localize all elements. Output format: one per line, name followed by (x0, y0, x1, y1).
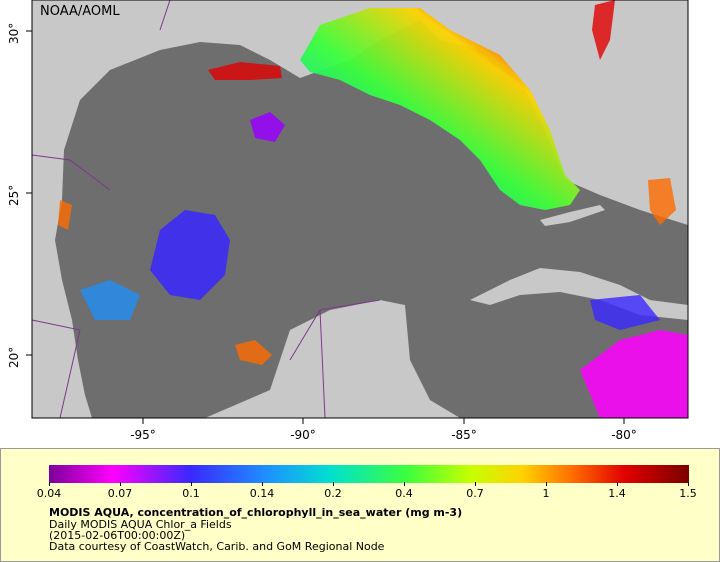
state-boundary (319, 309, 326, 418)
colorbar-tick-label: 0.07 (107, 487, 133, 500)
lat-ticks (26, 30, 32, 356)
lon-label: -90° (290, 428, 316, 442)
colorbar-tick-label: 0.7 (466, 487, 484, 500)
coastal-chlorophyll (300, 8, 580, 210)
data-credit: Data courtesy of CoastWatch, Carib. and … (49, 540, 385, 553)
western-bloom (80, 280, 140, 320)
east-coast-patch (592, 0, 615, 60)
campeche-bloom (150, 210, 230, 300)
variable-title: MODIS AQUA, concentration_of_chlorophyll… (49, 506, 463, 519)
colorbar-tick-label: 0.04 (36, 487, 62, 500)
state-boundary (32, 319, 81, 418)
product-date: (2015-02-06T00:00:00Z) (49, 529, 186, 542)
map-frame (31, 0, 689, 419)
state-boundary (32, 154, 111, 191)
lon-label: -80° (611, 428, 637, 442)
colorbar-tick (191, 482, 192, 486)
lon-label: -85° (451, 428, 477, 442)
product-name: Daily MODIS AQUA Chlor_a Fields (49, 518, 232, 531)
lat-label: 20° (7, 346, 21, 368)
colorbar-tick-label: 0.14 (249, 487, 275, 500)
lat-label: 25° (7, 184, 21, 206)
colorbar-tick (546, 482, 547, 486)
mexico-coast-patch (58, 200, 72, 230)
colorbar-tick (333, 482, 334, 486)
colorbar-tick-label: 1.4 (608, 487, 626, 500)
colorbar-tick (688, 482, 689, 486)
colorbar-tick-label: 0.2 (324, 487, 342, 500)
gulf-of-mexico-map (26, 0, 689, 424)
caribbean-bloom (580, 330, 688, 418)
caribbean-blue (590, 295, 660, 330)
colorbar-tick-label: 1.5 (679, 487, 697, 500)
colorbar-tick (49, 482, 50, 486)
colorbar-tick-label: 1 (542, 487, 550, 500)
yucatan-coast-patch (235, 340, 272, 365)
texas-coast-chlorophyll (208, 62, 282, 80)
colorbar-tick (404, 482, 405, 486)
central-patch (250, 112, 285, 142)
yucatan-peninsula (205, 300, 460, 418)
lon-label: -95° (130, 428, 156, 442)
state-boundary (289, 299, 381, 361)
map-area: NOAA/AOML -95° -90° -85° -80° 30° 25° 20… (7, 0, 689, 442)
lon-ticks (142, 418, 625, 424)
state-boundary (159, 0, 171, 31)
credit-label: NOAA/AOML (40, 4, 120, 19)
colorbar-tick (120, 482, 121, 486)
colorbar-tick (262, 482, 263, 486)
lat-label: 30° (7, 22, 21, 44)
colorbar-tick (617, 482, 618, 486)
colorbar-tick-label: 0.4 (395, 487, 413, 500)
legend-panel: 0.04 0.07 0.1 0.14 0.2 0.4 0.7 1 1.4 1.5… (0, 448, 720, 562)
colorbar (49, 465, 689, 483)
colorbar-tick (475, 482, 476, 486)
florida-keys (540, 205, 605, 226)
bahamas-patch (648, 178, 676, 225)
colorbar-tick-label: 0.1 (182, 487, 200, 500)
